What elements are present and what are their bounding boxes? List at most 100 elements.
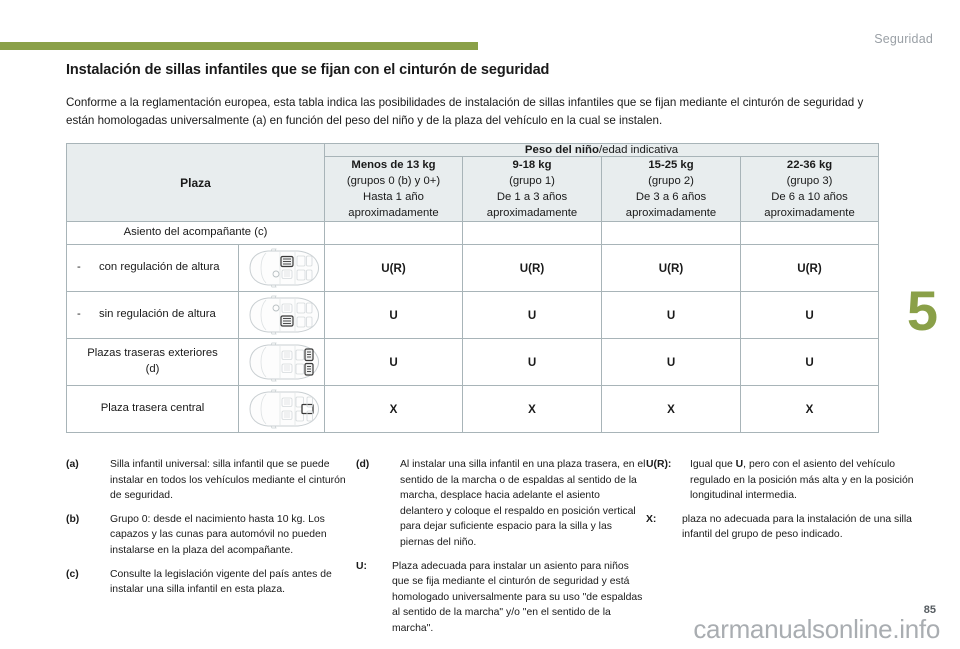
weight-header-bold: Peso del niño [524,143,599,156]
footnote-b-text: Grupo 0: desde el nacimiento hasta 10 kg… [110,513,327,557]
footnotes-column-3: U(R): Igual que U, pero con el asiento d… [646,457,936,645]
column-age2-3: aproximadamente [764,207,855,220]
row-0-value-1 [462,221,602,246]
column-header-1: 9-18 kg (grupo 1) De 1 a 3 años aproxima… [462,155,602,223]
column-header-3: 22-36 kg (grupo 3) De 6 a 10 años aproxi… [739,155,880,223]
row-3-diagram-cell [238,338,325,387]
footnotes-column-2: (d) Al instalar una silla infantil en un… [356,457,646,645]
row-4-diagram-cell [238,385,325,434]
row-2-value-3: U [739,291,880,340]
car-top-view-rear-outer-icon [248,342,319,382]
row-3-value-2: U [601,338,741,387]
footnote-d-text: Al instalar una silla infantil en una pl… [400,459,646,549]
column-age2-1: aproximadamente [486,207,578,220]
row-3-value-1: U [462,338,602,387]
row-3-value-0: U [324,338,463,387]
footnote-ur: U(R): Igual que U, pero con el asiento d… [646,457,936,504]
row-1-value-2: U(R) [601,244,741,293]
footnotes-column-1: (a) Silla infantil universal: silla infa… [66,457,356,645]
page-content: Instalación de sillas infantiles que se … [66,62,880,434]
plaza-header: Plaza [66,142,325,223]
row-3-text2: (d) [145,363,160,376]
footnote-x: X: plaza no adecuada para la instalación… [646,512,936,543]
column-group-1: (grupo 1) [509,174,555,187]
footnote-x-key: X: [646,513,657,525]
row-0-value-3 [739,221,880,246]
table-header-row-2: Menos de 13 kg (grupos 0 (b) y 0+) Hasta… [67,155,880,223]
table-row: - sin regulación de altura [66,291,880,340]
table-row: - con regulación de altura [66,244,880,293]
footnote-a: (a) Silla infantil universal: silla infa… [66,457,356,504]
footnote-ur-after: , pero con el asiento del vehículo regul… [690,459,914,502]
column-group-0: (grupos 0 (b) y 0+) [346,174,441,187]
footnote-c-key: (c) [66,568,79,580]
section-label: Seguridad [874,32,933,46]
row-label-3: Plazas traseras exteriores (d) [66,338,239,387]
column-weight-2: 15-25 kg [648,158,694,171]
table-row: Plazas traseras exteriores (d) [66,338,880,387]
footnote-c-text: Consulte la legislación vigente del país… [110,568,332,596]
row-1-text: con regulación de altura [99,261,220,274]
row-2-value-1: U [462,291,602,340]
footnote-ur-key: U(R): [646,459,672,470]
column-age1-2: De 3 a 6 años [635,191,707,203]
footnote-b-key: (b) [66,513,80,525]
row-4-value-0: X [324,385,463,434]
row-2-diagram-cell [238,291,325,340]
footnote-ur-text: Igual que U, pero con el asiento del veh… [690,457,936,504]
column-age1-0: Hasta 1 año [363,191,424,203]
row-0-value-2 [601,221,741,246]
chapter-number: 5 [906,279,938,342]
column-weight-3: 22-36 kg [786,158,833,171]
footnote-a-text: Silla infantil universal: silla infantil… [110,459,346,502]
column-header-0: Menos de 13 kg (grupos 0 (b) y 0+) Hasta… [324,155,463,223]
accent-bar [0,42,478,50]
footnotes: (a) Silla infantil universal: silla infa… [66,457,936,645]
column-age2-2: aproximadamente [625,207,717,220]
footnote-u: U: Plaza adecuada para instalar un asien… [356,559,646,637]
intro-paragraph: Conforme a la reglamentación europea, es… [66,96,864,127]
footnote-c: (c) Consulte la legislación vigente del … [66,567,356,598]
column-age1-3: De 6 a 10 años [771,191,848,203]
row-1-value-3: U(R) [739,244,880,293]
footnote-u-text: Plaza adecuada para instalar un asiento … [392,560,643,635]
row-1-value-0: U(R) [324,244,463,293]
row-label-0: Asiento del acompañante (c) [66,221,325,246]
row-4-value-1: X [462,385,602,434]
row-label-4: Plaza trasera central [66,385,239,434]
column-group-2: (grupo 2) [648,174,694,187]
row-1-value-1: U(R) [462,244,602,293]
footnote-ur-before: Igual que [690,459,736,470]
car-top-view-rear-center-icon [248,389,319,429]
footnote-a-key: (a) [66,459,79,470]
column-weight-1: 9-18 kg [512,158,552,171]
footnote-u-key: U: [356,560,367,572]
footnote-ur-bold: U [735,459,744,470]
page-number: 85 [923,604,936,616]
footnote-d: (d) Al instalar una silla infantil en un… [356,457,646,551]
footnote-x-text: plaza no adecuada para la instalación de… [682,513,912,541]
page-title: Instalación de sillas infantiles que se … [66,62,550,78]
row-1-diagram-cell [238,244,325,293]
car-top-view-front-passenger-upper-icon [248,248,319,288]
table-row: Plaza trasera central [66,385,880,434]
table-row: Asiento del acompañante (c) [66,221,880,246]
row-label-2: - sin regulación de altura [66,291,239,340]
child-seat-table: Plaza Peso del niño/edad indicativa Meno… [66,142,880,434]
column-age1-1: De 1 a 3 años [496,191,568,203]
watermark: carmanualsonline.info [693,614,940,644]
table-header-row-1: Plaza Peso del niño/edad indicativa [66,142,880,223]
row-2-dash: - [77,308,81,321]
weight-header: Peso del niño/edad indicativa [323,142,880,157]
row-2-text: sin regulación de altura [99,308,216,321]
row-0-value-0 [324,221,463,246]
column-group-3: (grupo 3) [786,174,833,187]
row-2-value-0: U [324,291,463,340]
weight-header-rest: /edad indicativa [598,143,679,156]
car-top-view-front-passenger-lower-icon [248,295,319,335]
row-label-1: - con regulación de altura [66,244,239,293]
row-3-value-3: U [739,338,880,387]
row-3-text: Plazas traseras exteriores [87,347,218,360]
column-age2-0: aproximadamente [348,207,439,220]
column-header-2: 15-25 kg (grupo 2) De 3 a 6 años aproxim… [601,155,741,223]
